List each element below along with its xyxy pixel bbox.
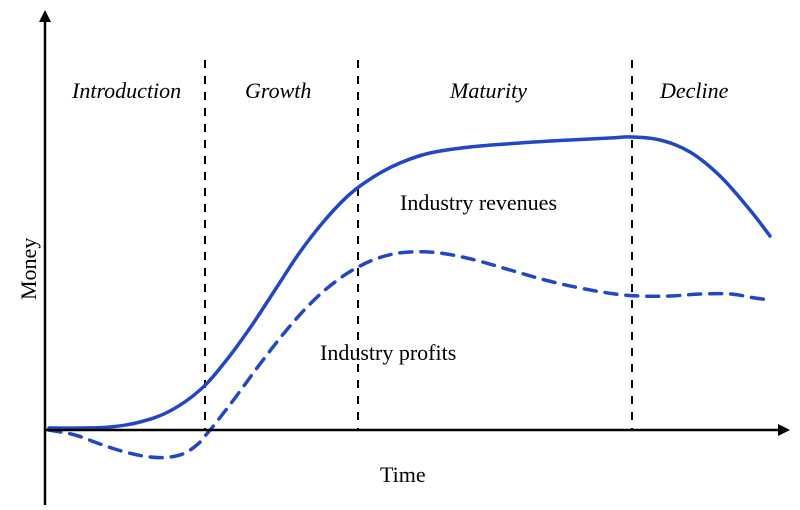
chart-stage: Money Time Introduction Growth Maturity … — [0, 0, 800, 510]
phase-label-growth: Growth — [245, 78, 311, 104]
revenues-label: Industry revenues — [400, 190, 557, 216]
lifecycle-chart — [0, 0, 800, 510]
revenues-line — [49, 137, 770, 428]
phase-label-introduction: Introduction — [72, 78, 181, 104]
series-group — [49, 137, 770, 458]
x-axis-label: Time — [380, 462, 426, 488]
profits-label: Industry profits — [320, 340, 456, 366]
y-axis-label: Money — [16, 238, 42, 300]
phase-label-maturity: Maturity — [450, 78, 527, 104]
phase-label-decline: Decline — [660, 78, 728, 104]
phase-divider-lines — [205, 60, 632, 430]
